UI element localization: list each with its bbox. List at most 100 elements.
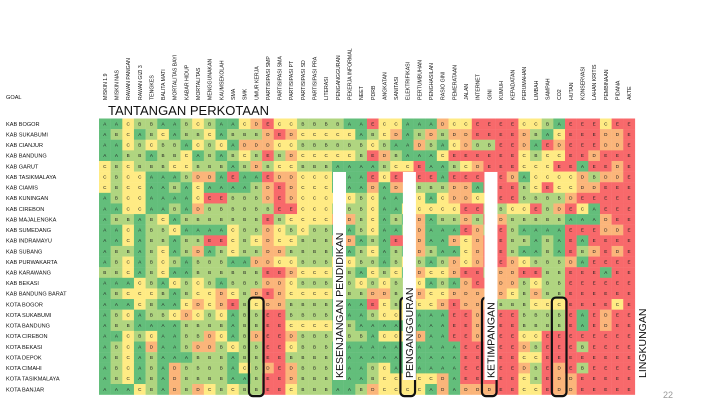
heatmap-cell [168, 288, 181, 300]
heatmap-cell [390, 224, 403, 236]
heatmap-cell [297, 352, 309, 363]
cell-grade: B [476, 217, 479, 222]
cell-grade: D [429, 132, 433, 137]
cell-grade: C [394, 121, 398, 126]
cell-grade: E [220, 196, 223, 201]
cell-grade: B [301, 238, 304, 243]
heatmap-cell [495, 288, 507, 300]
heatmap-cell [425, 309, 438, 321]
heatmap-cell [122, 299, 135, 310]
heatmap-cell [122, 182, 135, 194]
cell-grade: E [278, 270, 281, 275]
heatmap-cell [565, 160, 577, 172]
cell-grade: C [523, 121, 527, 126]
heatmap-cell [425, 139, 438, 151]
cell-grade: A [336, 164, 340, 169]
heatmap-cell [483, 384, 496, 395]
cell-grade: D [266, 259, 270, 264]
cell-grade: E [395, 238, 398, 243]
cell-grade: D [464, 281, 468, 286]
cell-grade: C [103, 164, 107, 169]
heatmap-cell [122, 203, 135, 215]
cell-grade: B [196, 334, 199, 339]
heatmap-cell [495, 139, 507, 151]
heatmap-cell [576, 150, 589, 162]
row-label: KAB BOGOR [6, 122, 40, 128]
heatmap-cell [227, 288, 239, 300]
cell-grade: A [231, 259, 235, 264]
heatmap-cell [215, 362, 228, 374]
cell-grade: E [453, 323, 456, 328]
cell-grade: B [360, 228, 363, 233]
heatmap-cell [588, 320, 601, 332]
cell-grade: D [278, 302, 282, 307]
cell-grade: A [243, 259, 247, 264]
heatmap-cell [215, 235, 228, 247]
cell-grade: B [196, 270, 199, 275]
heatmap-cell [541, 171, 554, 183]
cell-grade: B [150, 121, 153, 126]
heatmap-cell [553, 224, 566, 236]
heatmap-cell [541, 129, 554, 140]
cell-grade: C [243, 121, 247, 126]
cell-grade: E [593, 376, 596, 381]
cell-grade: B [115, 132, 118, 137]
cell-grade: C [371, 249, 375, 254]
heatmap-cell [611, 288, 624, 300]
heatmap-cell [122, 341, 135, 353]
cell-grade: E [371, 121, 374, 126]
cell-grade: A [115, 238, 119, 243]
heatmap-cell [576, 309, 589, 321]
heatmap-cell [378, 277, 391, 289]
column-label: LAHAN KRITIS [592, 64, 598, 100]
cell-grade: C [313, 153, 317, 158]
cell-grade: C [313, 196, 317, 201]
cell-grade: A [103, 376, 107, 381]
cell-grade: E [266, 153, 269, 158]
cell-grade: C [523, 153, 527, 158]
heatmap-cell [599, 299, 612, 310]
cell-grade: B [348, 334, 351, 339]
cell-grade: D [464, 302, 468, 307]
cell-grade: C [173, 228, 177, 233]
heatmap-cell [623, 267, 636, 278]
heatmap-cell [471, 277, 484, 289]
heatmap-cell [436, 299, 449, 310]
heatmap-cell [355, 267, 368, 278]
heatmap-cell [530, 139, 542, 151]
heatmap-cell [99, 118, 111, 130]
heatmap-cell [203, 160, 216, 172]
heatmap-cell [273, 362, 286, 374]
heatmap-cell [541, 224, 554, 236]
heatmap-cell [530, 373, 542, 385]
heatmap-cell [576, 330, 589, 342]
cell-grade: D [453, 238, 457, 243]
cell-grade: D [592, 153, 596, 158]
heatmap-cell [541, 341, 554, 353]
cell-grade: C [604, 121, 608, 126]
cell-grade: C [383, 281, 387, 286]
column-label: BALITA MATI [161, 69, 167, 100]
heatmap-cell [215, 150, 228, 162]
row-label: KOTA SUKABUMI [6, 313, 52, 319]
cell-grade: D [441, 387, 445, 392]
column-label: PERUMAHAN [522, 67, 528, 100]
heatmap-cell [122, 224, 135, 236]
heatmap-cell [623, 309, 636, 321]
cell-grade: E [593, 387, 596, 392]
cell-grade: B [325, 312, 328, 317]
cell-grade: B [336, 143, 339, 148]
cell-grade: A [220, 174, 224, 179]
heatmap-cell [599, 330, 612, 342]
cell-grade: E [429, 174, 432, 179]
cell-grade: C [523, 164, 527, 169]
heatmap-cell [145, 352, 158, 363]
heatmap-cell [203, 129, 216, 140]
cell-grade: C [126, 121, 130, 126]
heatmap-cell [273, 150, 286, 162]
heatmap-cell [588, 267, 601, 278]
heatmap-cell [320, 203, 333, 215]
cell-grade: B [255, 312, 258, 317]
heatmap-cell [623, 182, 636, 194]
cell-grade: A [348, 164, 352, 169]
